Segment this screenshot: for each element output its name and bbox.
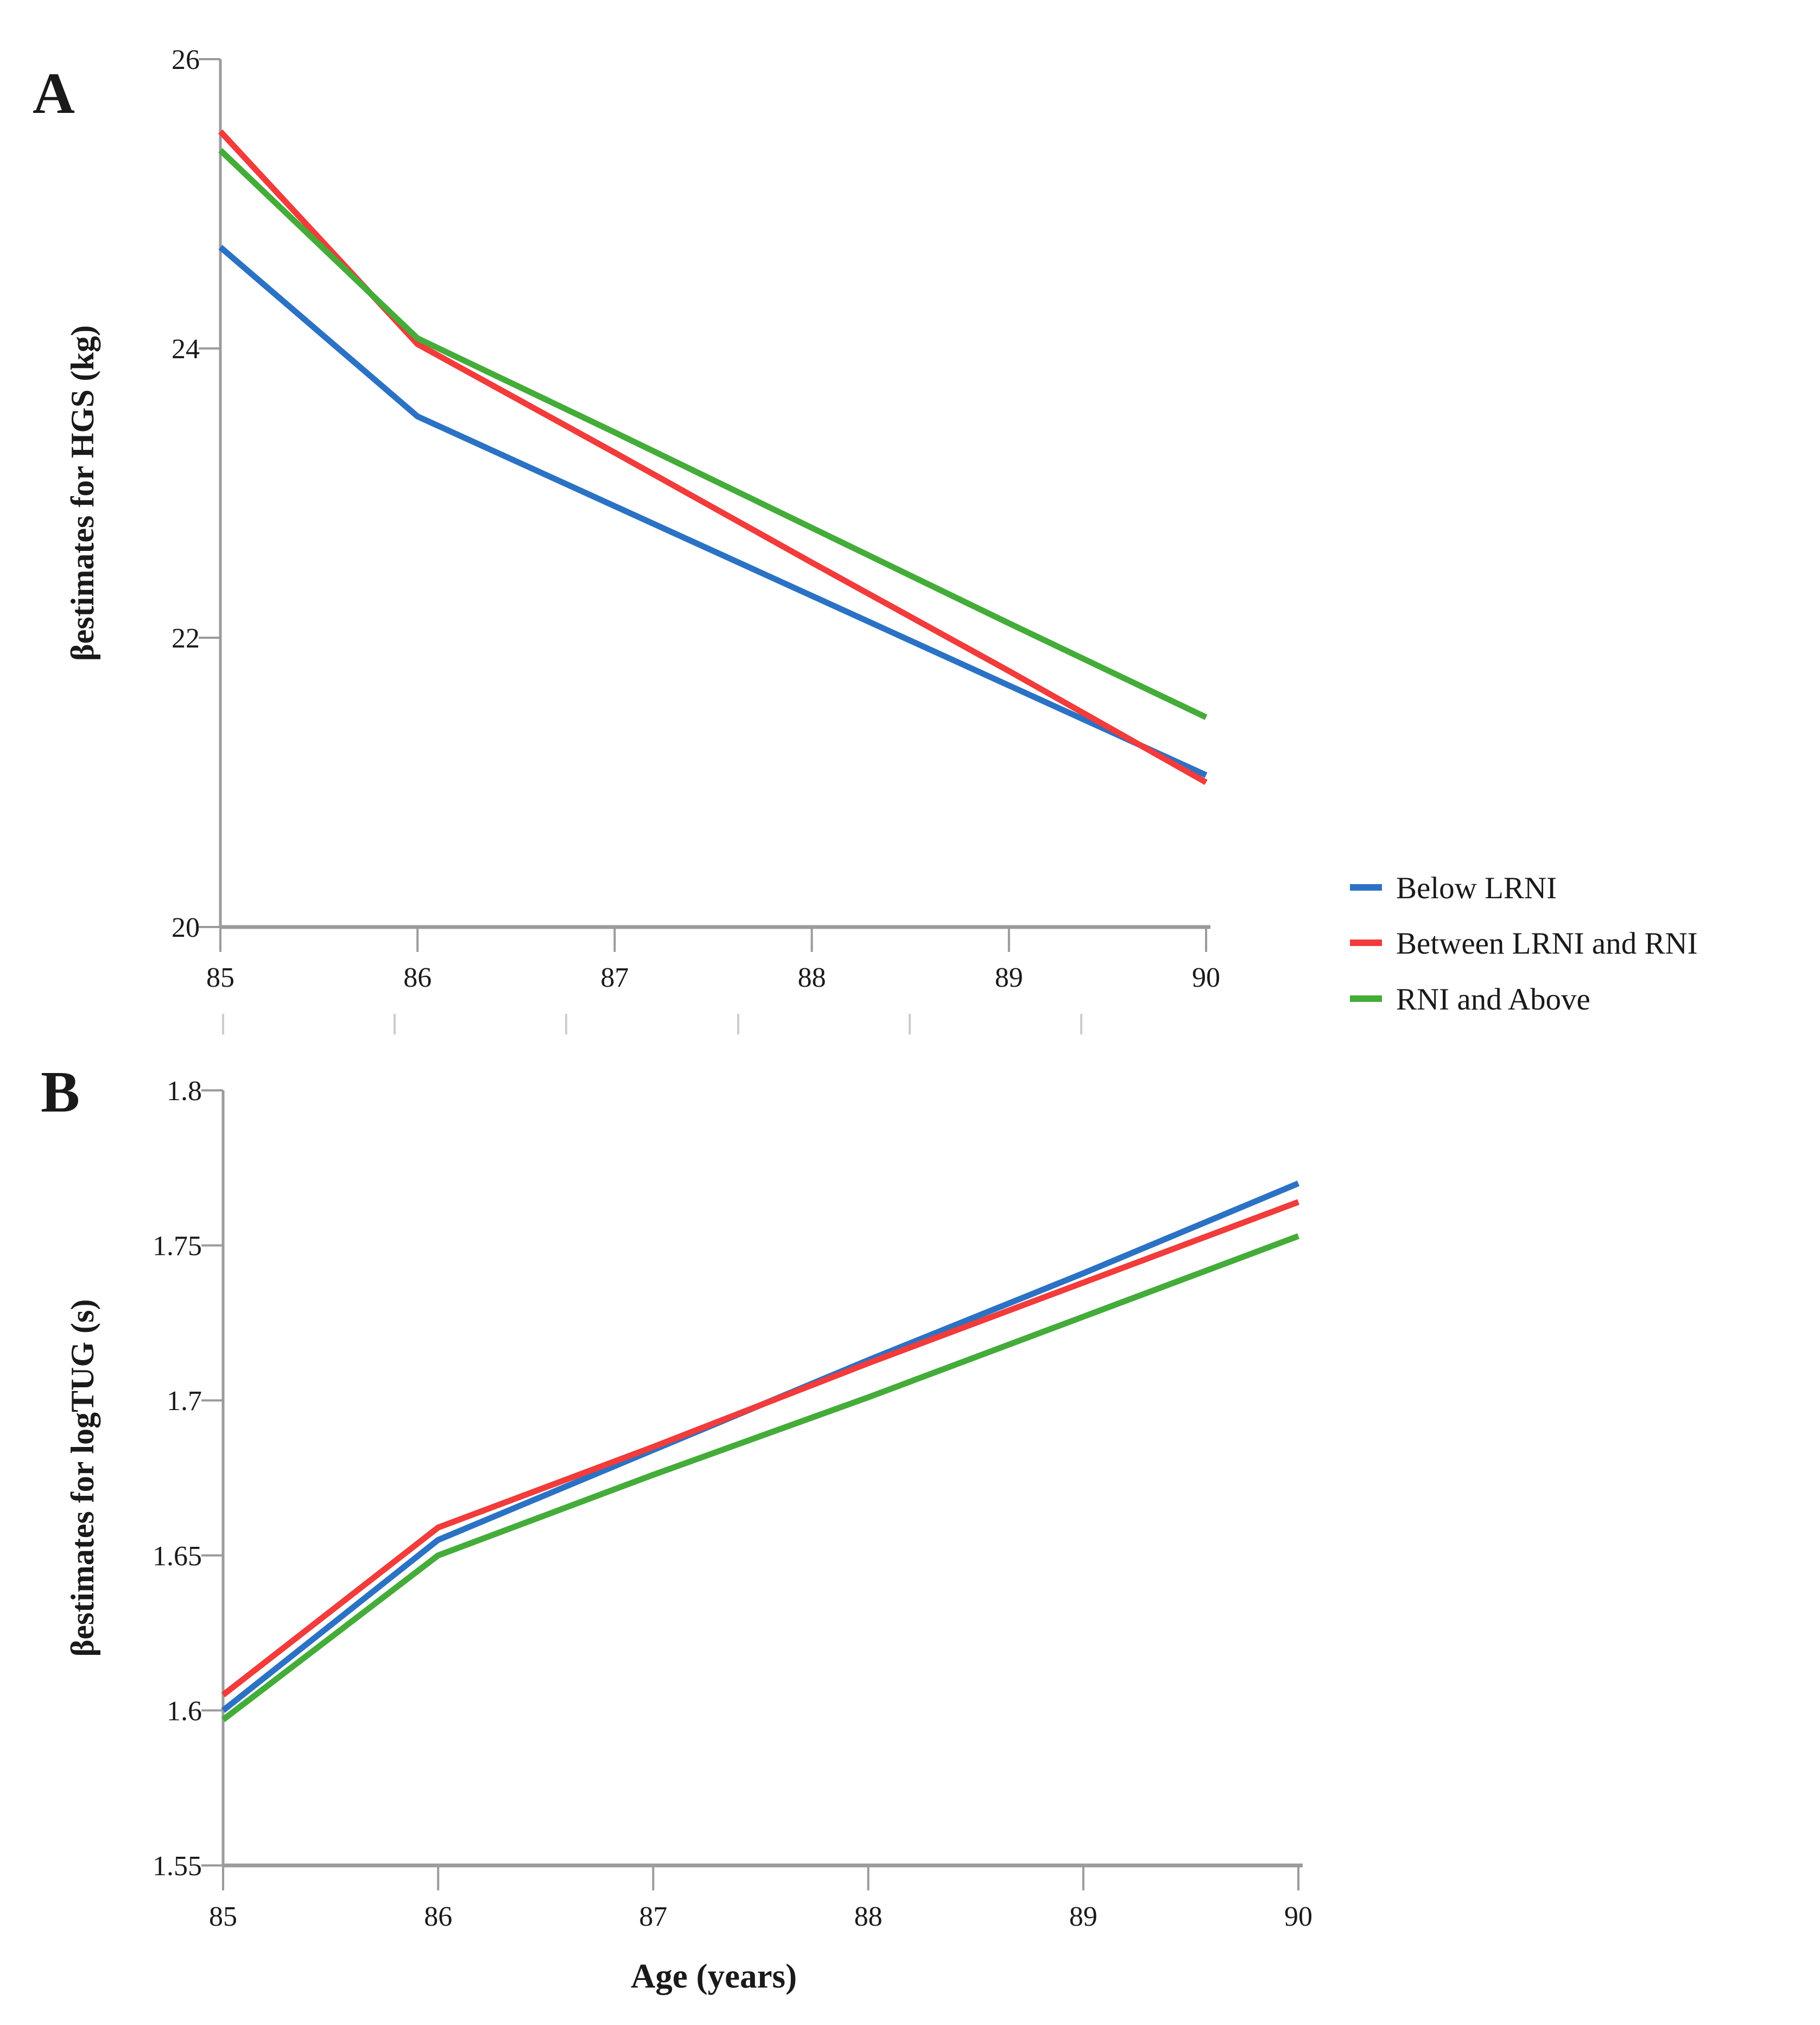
panel-B-x-axis-title: Age (years) (631, 1957, 797, 1995)
panel-A-letter: A (33, 61, 75, 126)
legend-item-label: Between LRNI and RNI (1396, 926, 1698, 961)
panel-A-y-axis-title: βestimates for HGS (kg) (65, 325, 100, 661)
panel-B-y-axis-title: βestimates for logTUG (s) (65, 1299, 100, 1657)
legend-item-label: Below LRNI (1396, 871, 1557, 905)
panel-B-x-tick-label: 90 (1284, 1901, 1312, 1932)
panel-A-y-tick-label: 26 (172, 45, 200, 75)
panel-B-x-tick-label: 88 (854, 1901, 883, 1932)
panel-B-y-tick-label: 1.8 (167, 1076, 202, 1107)
panel-A-x-tick-label: 88 (798, 962, 826, 993)
panel-B-x-tick-label: 85 (209, 1901, 237, 1932)
panel-B-y-tick-label: 1.55 (153, 1851, 202, 1882)
panel-B-x-tick-label: 89 (1069, 1901, 1098, 1932)
panel-B-series-line-between-lrni-and-rni (221, 1199, 1299, 1698)
panel-A-x-tick-label: 90 (1192, 962, 1220, 993)
legend-item-label: RNI and Above (1396, 982, 1590, 1017)
panel-B-x-tick-label: 86 (424, 1901, 452, 1932)
panel-A-y-tick-label: 20 (172, 912, 200, 943)
panel-A-x-tick-label: 85 (206, 962, 234, 993)
legend: Below LRNI Between LRNI and RNI RNI and Ab… (1350, 871, 1698, 1017)
panel-B-y-tick-label: 1.65 (153, 1541, 202, 1572)
panel-A-series-line-below-lrni (218, 245, 1208, 778)
panel-A-x-tick-label: 87 (600, 962, 629, 993)
panel-B-y-tick-label: 1.7 (167, 1386, 202, 1417)
panel-B-x-tick-label: 87 (639, 1901, 667, 1932)
panel-A-y-tick-label: 22 (172, 623, 200, 654)
panel-B-y-tick-label: 1.6 (167, 1696, 202, 1726)
panel-A-y-tick-label: 24 (172, 334, 200, 365)
panel-A-series-line-rni-and-above (218, 148, 1208, 720)
panel-A-x-tick-label: 89 (995, 962, 1023, 993)
panel-B-letter: B (41, 1060, 80, 1125)
panel-A-x-tick-label: 86 (403, 962, 432, 993)
faint-tick-row (222, 1014, 1082, 1034)
panel-A-series-line-between-lrni-and-rni (218, 129, 1208, 785)
panel-B-y-tick-label: 1.75 (153, 1231, 202, 1262)
panel-B-series-line-rni-and-above (221, 1233, 1299, 1722)
